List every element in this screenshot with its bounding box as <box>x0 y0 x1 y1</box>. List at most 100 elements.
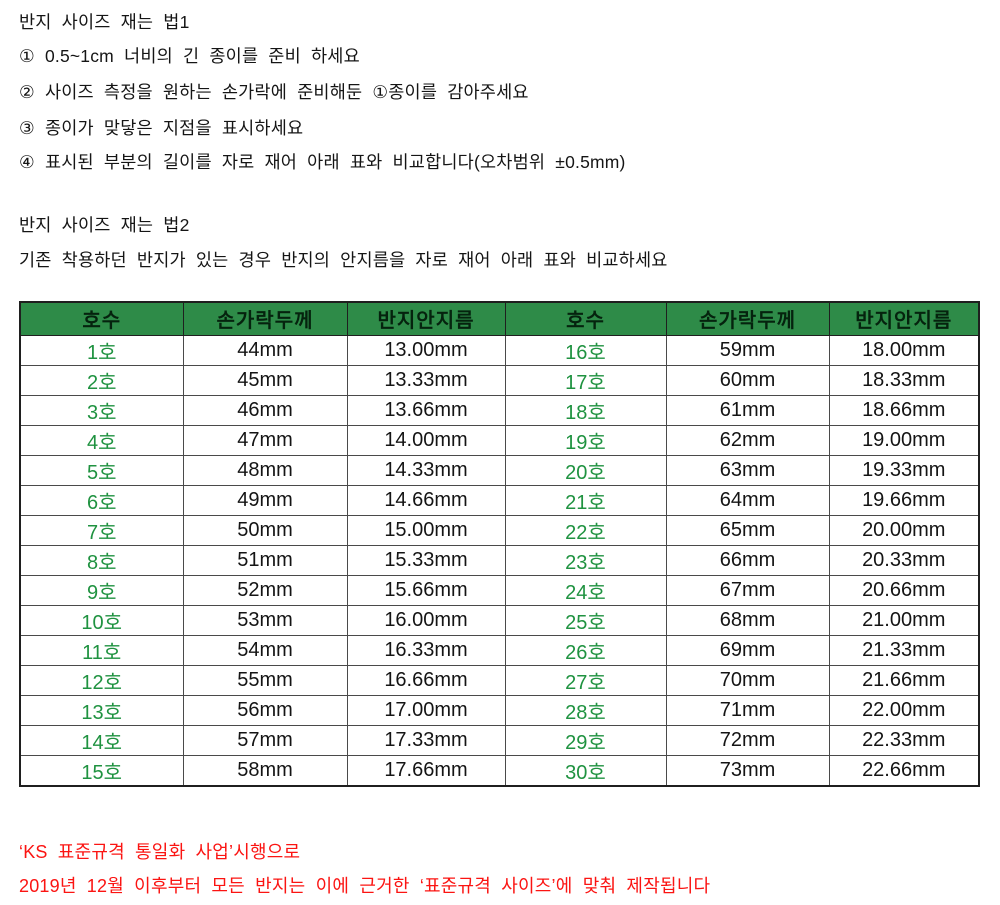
table-row: 13호 56mm 17.00mm 28호 71mm 22.00mm <box>19 694 980 726</box>
inner-diameter-cell: 22.66mm <box>828 754 980 786</box>
inner-diameter-cell: 22.33mm <box>828 724 980 756</box>
ring-size-cell: 28호 <box>504 694 667 726</box>
step-item-2: ② 사이즈 측정을 원하는 손가락에 준비해둔 ①종이를 감아주세요 <box>19 82 529 102</box>
inner-diameter-cell: 18.66mm <box>828 394 980 426</box>
column-header-finger-width-right: 손가락두께 <box>665 301 830 336</box>
ring-size-cell: 10호 <box>19 604 184 636</box>
ring-size-cell: 26호 <box>504 634 667 666</box>
finger-width-cell: 46mm <box>182 394 348 426</box>
ring-size-cell: 3호 <box>19 394 184 426</box>
table-row: 10호 53mm 16.00mm 25호 68mm 21.00mm <box>19 604 980 636</box>
inner-diameter-cell: 20.33mm <box>828 544 980 576</box>
finger-width-cell: 44mm <box>182 334 348 366</box>
inner-diameter-cell: 16.66mm <box>346 664 506 696</box>
table-row: 9호 52mm 15.66mm 24호 67mm 20.66mm <box>19 574 980 606</box>
ring-size-cell: 15호 <box>19 754 184 786</box>
finger-width-cell: 49mm <box>182 484 348 516</box>
finger-width-cell: 59mm <box>665 334 830 366</box>
finger-width-cell: 65mm <box>665 514 830 546</box>
inner-diameter-cell: 14.33mm <box>346 454 506 486</box>
ring-size-cell: 21호 <box>504 484 667 516</box>
step-item-1: ① 0.5~1cm 너비의 긴 종이를 준비 하세요 <box>19 46 360 66</box>
column-header-size-right: 호수 <box>504 301 667 336</box>
section2-description: 기존 착용하던 반지가 있는 경우 반지의 안지름을 자로 재어 아래 표와 비… <box>19 250 668 270</box>
ring-size-cell: 17호 <box>504 364 667 396</box>
inner-diameter-cell: 18.00mm <box>828 334 980 366</box>
finger-width-cell: 62mm <box>665 424 830 456</box>
inner-diameter-cell: 15.66mm <box>346 574 506 606</box>
ring-size-cell: 30호 <box>504 754 667 786</box>
ring-size-cell: 1호 <box>19 334 184 366</box>
finger-width-cell: 67mm <box>665 574 830 606</box>
finger-width-cell: 55mm <box>182 664 348 696</box>
table-row: 6호 49mm 14.66mm 21호 64mm 19.66mm <box>19 484 980 516</box>
finger-width-cell: 60mm <box>665 364 830 396</box>
ring-size-cell: 24호 <box>504 574 667 606</box>
inner-diameter-cell: 21.66mm <box>828 664 980 696</box>
ring-size-cell: 4호 <box>19 424 184 456</box>
table-row: 11호 54mm 16.33mm 26호 69mm 21.33mm <box>19 634 980 666</box>
column-header-finger-width-left: 손가락두께 <box>182 301 348 336</box>
inner-diameter-cell: 20.66mm <box>828 574 980 606</box>
ring-size-cell: 5호 <box>19 454 184 486</box>
footer-notice-line-1: ‘KS 표준규격 통일화 사업’시행으로 <box>19 842 301 862</box>
column-header-inner-diameter-left: 반지안지름 <box>346 301 506 336</box>
ring-size-cell: 29호 <box>504 724 667 756</box>
ring-size-cell: 8호 <box>19 544 184 576</box>
finger-width-cell: 71mm <box>665 694 830 726</box>
finger-width-cell: 56mm <box>182 694 348 726</box>
finger-width-cell: 68mm <box>665 604 830 636</box>
ring-size-cell: 19호 <box>504 424 667 456</box>
finger-width-cell: 63mm <box>665 454 830 486</box>
table-row: 5호 48mm 14.33mm 20호 63mm 19.33mm <box>19 454 980 486</box>
step-item-3: ③ 종이가 맞닿은 지점을 표시하세요 <box>19 118 304 138</box>
table-row: 2호 45mm 13.33mm 17호 60mm 18.33mm <box>19 364 980 396</box>
ring-size-cell: 22호 <box>504 514 667 546</box>
table-row: 1호 44mm 13.00mm 16호 59mm 18.00mm <box>19 334 980 366</box>
inner-diameter-cell: 17.66mm <box>346 754 506 786</box>
table-header-row: 호수 손가락두께 반지안지름 호수 손가락두께 반지안지름 <box>19 301 980 336</box>
finger-width-cell: 48mm <box>182 454 348 486</box>
ring-size-cell: 9호 <box>19 574 184 606</box>
finger-width-cell: 52mm <box>182 574 348 606</box>
inner-diameter-cell: 13.33mm <box>346 364 506 396</box>
finger-width-cell: 45mm <box>182 364 348 396</box>
finger-width-cell: 72mm <box>665 724 830 756</box>
inner-diameter-cell: 13.00mm <box>346 334 506 366</box>
table-row: 15호 58mm 17.66mm 30호 73mm 22.66mm <box>19 754 980 786</box>
ring-size-cell: 6호 <box>19 484 184 516</box>
ring-size-cell: 11호 <box>19 634 184 666</box>
inner-diameter-cell: 15.33mm <box>346 544 506 576</box>
column-header-size-left: 호수 <box>19 301 184 336</box>
inner-diameter-cell: 19.33mm <box>828 454 980 486</box>
inner-diameter-cell: 19.00mm <box>828 424 980 456</box>
finger-width-cell: 66mm <box>665 544 830 576</box>
inner-diameter-cell: 16.00mm <box>346 604 506 636</box>
ring-size-cell: 13호 <box>19 694 184 726</box>
finger-width-cell: 50mm <box>182 514 348 546</box>
finger-width-cell: 58mm <box>182 754 348 786</box>
table-row: 4호 47mm 14.00mm 19호 62mm 19.00mm <box>19 424 980 456</box>
inner-diameter-cell: 22.00mm <box>828 694 980 726</box>
ring-size-cell: 16호 <box>504 334 667 366</box>
inner-diameter-cell: 14.00mm <box>346 424 506 456</box>
ring-size-cell: 12호 <box>19 664 184 696</box>
inner-diameter-cell: 16.33mm <box>346 634 506 666</box>
finger-width-cell: 70mm <box>665 664 830 696</box>
finger-width-cell: 69mm <box>665 634 830 666</box>
ring-size-cell: 18호 <box>504 394 667 426</box>
ring-size-table: 호수 손가락두께 반지안지름 호수 손가락두께 반지안지름 1호 44mm 13.0… <box>19 301 980 787</box>
inner-diameter-cell: 17.33mm <box>346 724 506 756</box>
finger-width-cell: 57mm <box>182 724 348 756</box>
finger-width-cell: 61mm <box>665 394 830 426</box>
table-row: 3호 46mm 13.66mm 18호 61mm 18.66mm <box>19 394 980 426</box>
step-item-4: ④ 표시된 부분의 길이를 자로 재어 아래 표와 비교합니다(오차범위 ±0.… <box>19 152 626 172</box>
finger-width-cell: 73mm <box>665 754 830 786</box>
footer-notice-line-2: 2019년 12월 이후부터 모든 반지는 이에 근거한 ‘표준규격 사이즈’에… <box>19 876 711 896</box>
table-row: 12호 55mm 16.66mm 27호 70mm 21.66mm <box>19 664 980 696</box>
column-header-inner-diameter-right: 반지안지름 <box>828 301 980 336</box>
inner-diameter-cell: 19.66mm <box>828 484 980 516</box>
ring-size-cell: 20호 <box>504 454 667 486</box>
table-row: 8호 51mm 15.33mm 23호 66mm 20.33mm <box>19 544 980 576</box>
inner-diameter-cell: 20.00mm <box>828 514 980 546</box>
